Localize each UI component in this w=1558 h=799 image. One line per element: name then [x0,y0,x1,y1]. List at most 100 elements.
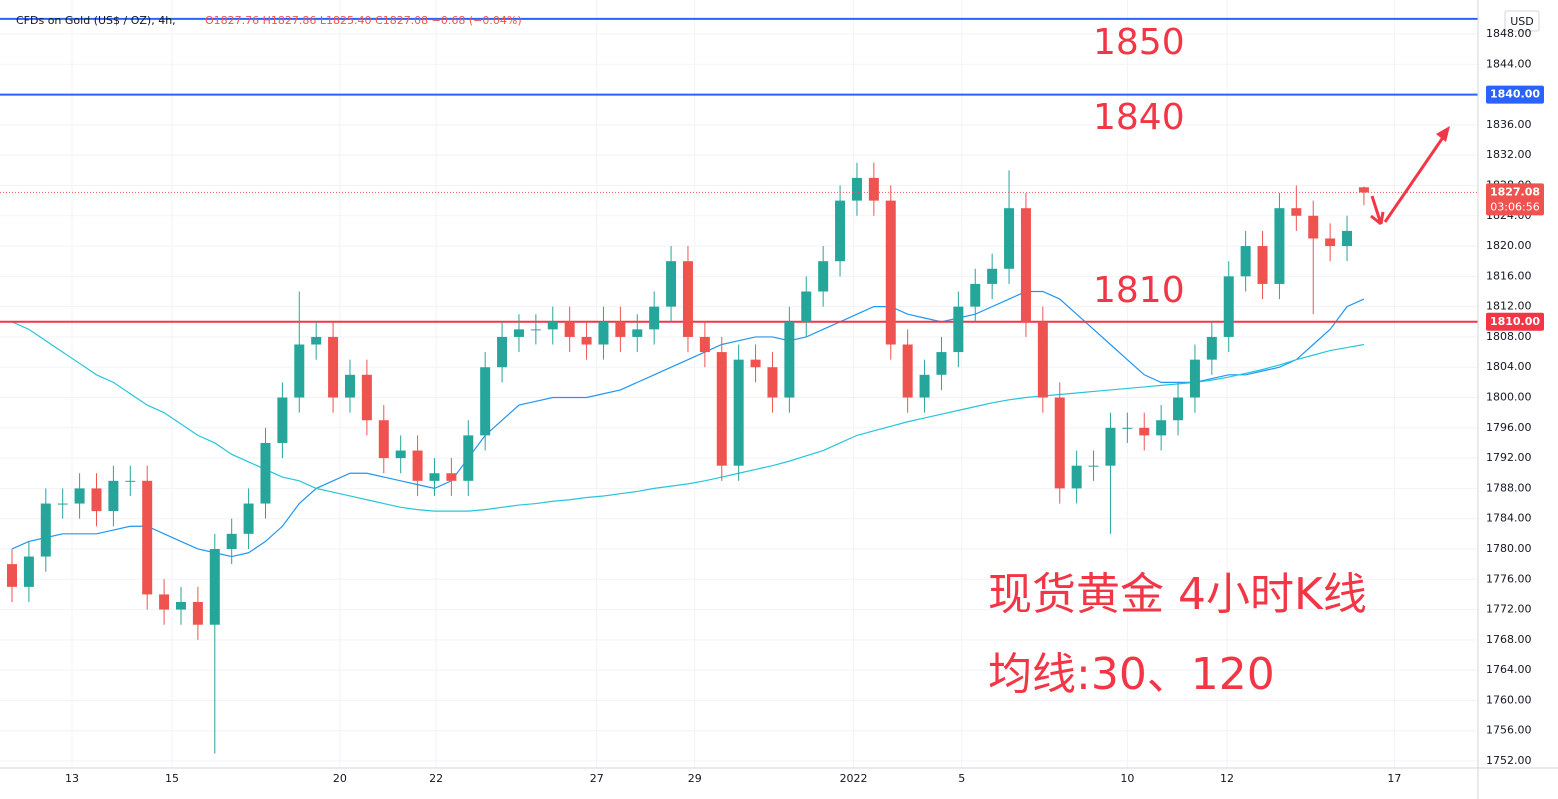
candle-body [851,177,862,201]
candle-body [395,450,406,459]
candle-body [57,503,68,505]
candle-body [902,344,913,398]
x-tick-label: 22 [429,772,443,785]
candle-body [1189,359,1200,398]
candle-body [1358,187,1369,193]
candle-body [209,548,220,625]
y-tick-label: 1784.00 [1486,512,1532,525]
candle-body [1173,397,1184,421]
candle-body [142,480,153,595]
candle-body [378,420,389,459]
candle-body [40,503,51,557]
candle-body [547,321,558,330]
y-tick-label: 1756.00 [1486,724,1532,737]
candle-body [1325,238,1336,247]
arrow-head [1436,126,1450,142]
candle-body [6,564,17,587]
candle-body [649,306,660,330]
plot [0,17,1478,754]
candle-body [74,488,85,504]
x-tick-label: 12 [1220,772,1234,785]
x-tick-label: 27 [590,772,604,785]
x-tick-label: 20 [333,772,347,785]
candle-body [750,359,761,368]
y-tick-label: 1812.00 [1486,300,1532,313]
candle-body [953,306,964,353]
candle-body [615,321,626,337]
candle-body [429,473,440,481]
annotation: 现货黄金 4小时K线 [988,569,1367,620]
candle-body [446,473,457,481]
candle-body [801,291,812,322]
candle-body [1257,246,1268,284]
candle-body [23,556,34,587]
candle-body [919,374,930,398]
x-tick-label: 10 [1120,772,1134,785]
y-tick-label: 1832.00 [1486,148,1532,161]
candle-body [277,397,288,443]
candle-body [480,367,491,436]
candle-body [1020,208,1031,322]
candle-body [530,329,541,331]
y-tick-label: 1844.00 [1486,57,1532,70]
candle-body [192,601,203,625]
candle-body [1291,208,1302,216]
y-tick-label: 1796.00 [1486,421,1532,434]
y-tick-label: 1820.00 [1486,239,1532,252]
candle-body [1105,427,1116,466]
candle-body [243,503,254,534]
candle-body [294,344,305,398]
x-tick-label: 2022 [840,772,868,785]
candle-body [1037,321,1048,398]
candle-body [564,321,575,337]
x-tick-label: 17 [1387,772,1401,785]
candle-body [1004,208,1015,269]
y-tick-label: 1816.00 [1486,269,1532,282]
currency: USD [1510,15,1534,28]
price-label: 1810.00 [1490,315,1540,328]
y-tick-label: 1804.00 [1486,360,1532,373]
y-tick-label: 1792.00 [1486,451,1532,464]
candle-body [412,450,423,481]
candle-body [1071,465,1082,489]
countdown: 03:06:56 [1490,200,1539,213]
candle-body [513,329,524,337]
candle-body [463,435,474,481]
ohlc: O1827.76 H1827.86 L1825.40 C1827.08 −0.6… [205,14,522,27]
x-tick-label: 29 [688,772,702,785]
candle-body [699,336,710,353]
candle-body [361,374,372,421]
candle-body [835,200,846,262]
y-tick-label: 1752.00 [1486,754,1532,767]
candle-body [1088,465,1099,467]
candle-body [1308,215,1319,239]
current-price-box [1486,183,1544,216]
y-tick-label: 1760.00 [1486,693,1532,706]
y-tick-label: 1776.00 [1486,572,1532,585]
candle-body [716,352,727,466]
candle-body [885,200,896,345]
candle-body [497,336,508,368]
candle-body [666,261,677,307]
candle-body [1240,246,1251,277]
price-label: 1840.00 [1490,88,1540,101]
candle-body [311,336,322,345]
candle-body [987,268,998,284]
moving-average [11,290,1365,558]
y-tick-label: 1772.00 [1486,603,1532,616]
currency-box[interactable] [1504,10,1540,32]
candle-body [125,480,136,482]
candle-body [1139,427,1150,436]
y-tick-label: 1788.00 [1486,481,1532,494]
current-price-label: 1827.08 [1490,185,1540,198]
candle-body [260,442,271,504]
annotation: 1850 [1093,22,1185,63]
candle-body [1223,276,1234,337]
candle-body [108,480,119,512]
candle-body [868,177,879,201]
candle-body [581,336,592,345]
y-tick-label: 1800.00 [1486,391,1532,404]
candle-body [1342,230,1353,247]
x-tick-label: 13 [65,772,79,785]
